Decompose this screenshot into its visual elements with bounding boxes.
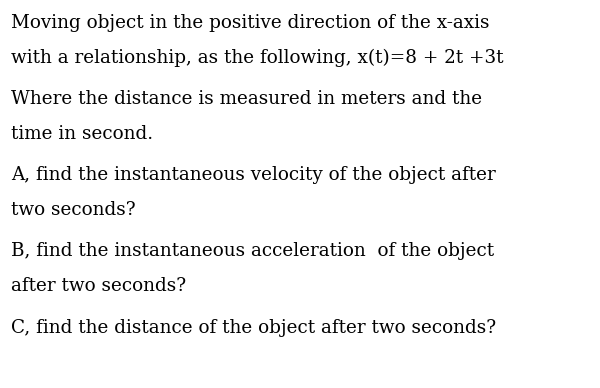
Text: time in second.: time in second. <box>11 125 153 143</box>
Text: after two seconds?: after two seconds? <box>11 277 186 295</box>
Text: with a relationship, as the following, x(t)=8 + 2t +3t: with a relationship, as the following, x… <box>11 48 503 67</box>
Text: C, find the distance of the object after two seconds?: C, find the distance of the object after… <box>11 319 496 337</box>
Text: Where the distance is measured in meters and the: Where the distance is measured in meters… <box>11 90 482 108</box>
Text: Moving object in the positive direction of the x-axis: Moving object in the positive direction … <box>11 14 490 31</box>
Text: B, find the instantaneous acceleration  of the object: B, find the instantaneous acceleration o… <box>11 242 494 260</box>
Text: two seconds?: two seconds? <box>11 201 136 219</box>
Text: A, find the instantaneous velocity of the object after: A, find the instantaneous velocity of th… <box>11 166 496 184</box>
